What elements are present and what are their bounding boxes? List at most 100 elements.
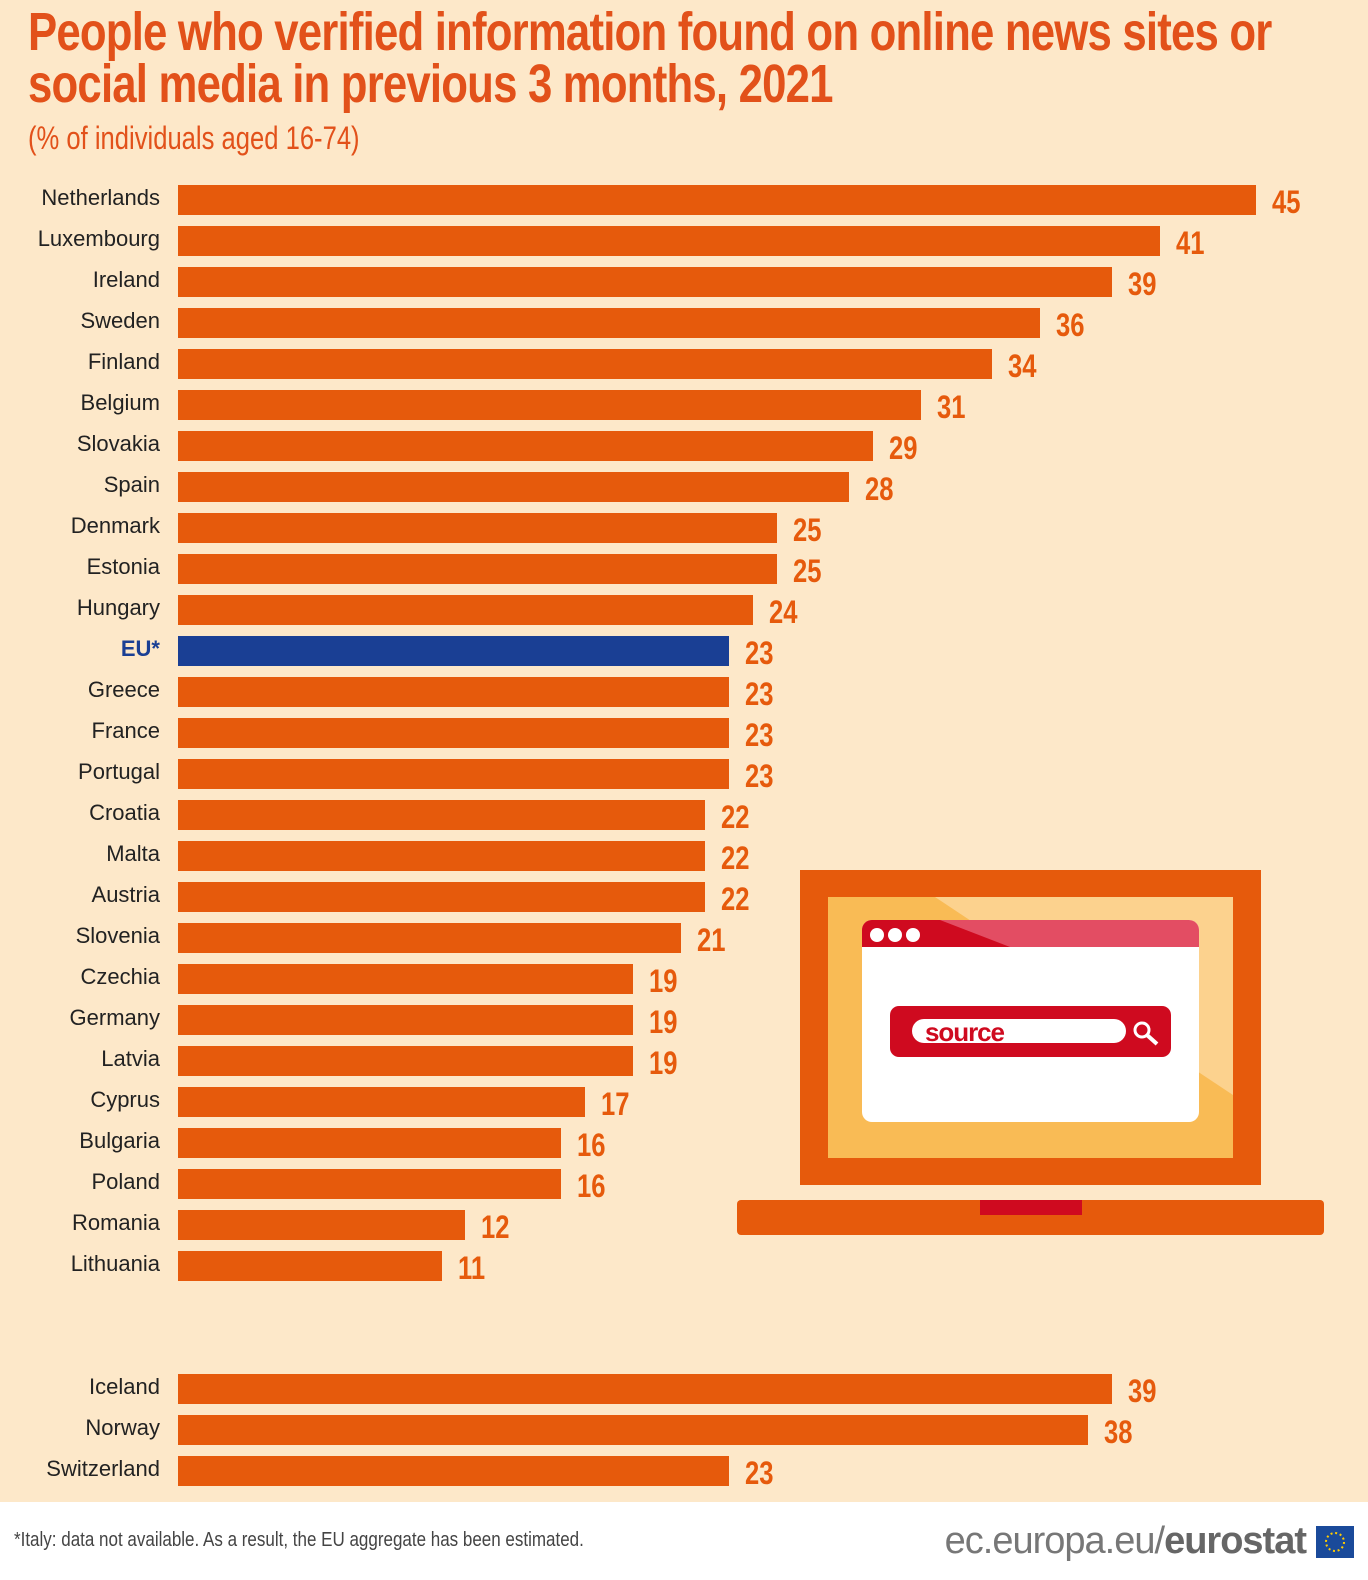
bar <box>178 759 729 789</box>
category-label: Switzerland <box>46 1456 160 1481</box>
data-label: 17 <box>601 1086 630 1122</box>
bar <box>178 1251 442 1281</box>
data-label: 22 <box>721 840 750 876</box>
category-label: Slovenia <box>75 923 160 948</box>
footer: *Italy: data not available. As a result,… <box>0 1502 1368 1580</box>
category-label: Finland <box>87 349 160 374</box>
bar <box>178 1087 586 1117</box>
footnote: *Italy: data not available. As a result,… <box>14 1529 584 1551</box>
logo-brand: eurostat <box>1164 1520 1307 1562</box>
eu-flag-icon <box>1316 1526 1354 1558</box>
bar <box>178 882 706 912</box>
data-label: 16 <box>577 1127 606 1163</box>
bar <box>178 349 993 379</box>
data-label: 39 <box>1128 266 1157 302</box>
bar <box>178 226 1161 256</box>
logo-prefix: ec.europa.eu/ <box>944 1520 1165 1562</box>
data-label: 34 <box>1008 348 1037 384</box>
category-label: EU* <box>120 636 160 661</box>
category-label: Slovakia <box>76 431 160 456</box>
data-label: 38 <box>1104 1414 1133 1450</box>
search-text: source <box>925 1017 1005 1047</box>
bar <box>178 431 873 461</box>
bar <box>178 1046 634 1076</box>
data-label: 11 <box>457 1250 485 1286</box>
bar <box>178 1415 1089 1445</box>
category-label: Denmark <box>70 513 160 538</box>
data-label: 24 <box>768 594 798 630</box>
data-label: 19 <box>649 963 678 999</box>
bar <box>178 185 1256 215</box>
data-label: 21 <box>697 922 726 958</box>
data-label: 36 <box>1056 307 1085 343</box>
category-label: Lithuania <box>70 1251 160 1276</box>
category-label: Austria <box>91 882 160 907</box>
data-label: 45 <box>1272 184 1301 220</box>
bar <box>178 308 1041 338</box>
bar <box>178 595 753 625</box>
category-label: Ireland <box>92 267 160 292</box>
chart-subtitle: (% of individuals aged 16-74) <box>28 120 360 156</box>
data-label: 25 <box>792 512 822 548</box>
category-label: Malta <box>106 841 160 866</box>
bar <box>178 1374 1113 1404</box>
category-label: Hungary <box>76 595 160 620</box>
data-label: 41 <box>1176 225 1205 261</box>
data-label: 19 <box>649 1004 678 1040</box>
bar <box>178 267 1113 297</box>
category-label: Romania <box>71 1210 160 1235</box>
category-label: Croatia <box>89 800 160 825</box>
data-label: 16 <box>577 1168 606 1204</box>
bar <box>178 923 682 953</box>
category-label: France <box>91 718 160 743</box>
category-label: Czechia <box>80 964 160 989</box>
data-label: 31 <box>936 389 966 425</box>
data-label: 23 <box>744 717 774 753</box>
bar <box>178 1210 466 1240</box>
category-label: Luxembourg <box>37 226 160 251</box>
bar <box>178 800 706 830</box>
category-label: Latvia <box>101 1046 160 1071</box>
category-label: Cyprus <box>90 1087 160 1112</box>
category-label: Estonia <box>86 554 160 579</box>
bar <box>178 636 729 666</box>
bar <box>178 1169 562 1199</box>
category-label: Bulgaria <box>79 1128 160 1153</box>
bar <box>178 554 777 584</box>
chart-title: People who verified information found on… <box>28 2 1272 114</box>
data-label: 23 <box>744 635 774 671</box>
bar <box>178 964 634 994</box>
category-label: Netherlands <box>41 185 160 210</box>
bar <box>178 1456 729 1486</box>
data-label: 29 <box>888 430 918 466</box>
data-label: 22 <box>721 799 750 835</box>
category-label: Iceland <box>89 1374 160 1399</box>
category-label: Germany <box>69 1005 160 1030</box>
bar <box>178 513 777 543</box>
category-label: Portugal <box>78 759 160 784</box>
data-label: 39 <box>1128 1373 1157 1409</box>
search-icon <box>1133 1021 1151 1039</box>
bar <box>178 1128 562 1158</box>
category-label: Spain <box>103 472 160 497</box>
bar <box>178 472 849 502</box>
data-label: 28 <box>864 471 894 507</box>
eurostat-logo[interactable]: ec.europa.eu/eurostat <box>944 1520 1307 1563</box>
bar <box>178 841 706 871</box>
data-label: 22 <box>721 881 750 917</box>
bar <box>178 390 921 420</box>
category-label: Belgium <box>80 390 160 415</box>
bar <box>178 718 729 748</box>
category-label: Poland <box>91 1169 160 1194</box>
data-label: 23 <box>744 676 774 712</box>
category-label: Sweden <box>80 308 160 333</box>
data-label: 23 <box>744 1455 774 1491</box>
category-label: Norway <box>85 1415 160 1440</box>
bar <box>178 1005 634 1035</box>
data-label: 12 <box>481 1209 510 1245</box>
data-label: 19 <box>649 1045 678 1081</box>
data-label: 23 <box>744 758 774 794</box>
data-label: 25 <box>792 553 822 589</box>
category-label: Greece <box>87 677 160 702</box>
